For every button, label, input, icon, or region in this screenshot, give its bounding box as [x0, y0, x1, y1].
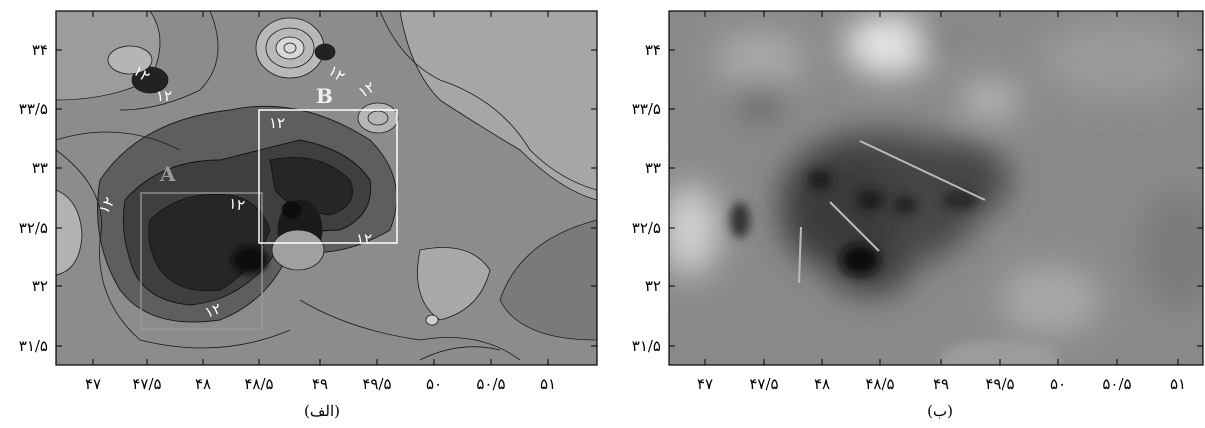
map-frame-alef	[55, 10, 598, 366]
x-tick-label: ۴۸	[195, 375, 211, 393]
x-tick-label: ۴۹/۵	[362, 375, 391, 393]
y-axis-labels-alef: ۳۴ ۳۳/۵ ۳۳ ۳۲/۵ ۳۲ ۳۱/۵	[19, 41, 48, 355]
x-tick-label: ۴۹	[312, 375, 328, 393]
x-tick-label: ۵۰/۵	[476, 375, 505, 393]
box-b-label: B	[316, 84, 333, 108]
x-tick-label: ۵۱	[540, 375, 556, 393]
map-frame-be	[668, 10, 1204, 366]
contour-label: ۱۲	[156, 87, 172, 105]
x-tick-label: ۴۸	[814, 375, 830, 393]
x-tick-label: ۴۷/۵	[132, 375, 161, 393]
y-tick-label: ۳۳/۵	[632, 100, 661, 118]
lineaments	[798, 140, 986, 284]
x-tick-label: ۴۹/۵	[985, 375, 1014, 393]
y-tick-label: ۳۳	[32, 159, 48, 177]
box-b	[258, 109, 398, 244]
panel-be: ۴۷ ۴۷/۵ ۴۸ ۴۸/۵ ۴۹ ۴۹/۵ ۵۰ ۵۰/۵ ۵۱ ۳۴ ۳۳…	[632, 10, 1204, 420]
contour-label: ۱۲	[95, 194, 119, 217]
x-tick-label: ۴۷/۵	[749, 375, 778, 393]
x-tick-label: ۴۹	[933, 375, 949, 393]
y-tick-label: ۳۲/۵	[19, 219, 48, 237]
y-tick-label: ۳۴	[645, 41, 661, 59]
contour-label: ۱۲	[355, 78, 378, 102]
ticks-be	[669, 11, 1203, 365]
panel-caption-be: (ب)	[927, 402, 953, 420]
contour-label: ۱۲	[269, 114, 285, 132]
x-tick-label: ۵۰/۵	[1102, 375, 1131, 393]
contour-map	[56, 11, 597, 365]
y-tick-label: ۳۴	[32, 41, 48, 59]
x-axis-labels-be: ۴۷ ۴۷/۵ ۴۸ ۴۸/۵ ۴۹ ۴۹/۵ ۵۰ ۵۰/۵ ۵۱	[697, 375, 1186, 393]
panel-caption-alef: (الف)	[304, 402, 340, 420]
contour-label: ۱۲	[227, 194, 246, 215]
box-a-label: A	[159, 162, 176, 186]
x-axis-labels-alef: ۴۷ ۴۷/۵ ۴۸ ۴۸/۵ ۴۹ ۴۹/۵ ۵۰ ۵۰/۵ ۵۱	[85, 375, 556, 393]
x-tick-label: ۵۱	[1170, 375, 1186, 393]
ticks-alef	[56, 11, 597, 365]
y-tick-label: ۳۳/۵	[19, 100, 48, 118]
lineament	[829, 201, 880, 252]
x-tick-label: ۴۸/۵	[865, 375, 894, 393]
x-tick-label: ۵۰	[1050, 375, 1066, 393]
y-tick-label: ۳۱/۵	[19, 337, 48, 355]
y-tick-label: ۳۲/۵	[632, 219, 661, 237]
x-tick-label: ۴۷	[85, 375, 101, 393]
y-tick-label: ۳۲	[645, 277, 661, 295]
contour-label: ۱۲	[202, 299, 223, 321]
y-tick-label: ۳۳	[645, 159, 661, 177]
shaded-map	[669, 11, 1203, 365]
lineament	[798, 226, 802, 284]
x-tick-label: ۴۸/۵	[244, 375, 273, 393]
box-a	[140, 192, 263, 330]
y-axis-labels-be: ۳۴ ۳۳/۵ ۳۳ ۳۲/۵ ۳۲ ۳۱/۵	[632, 41, 661, 355]
x-tick-label: ۴۷	[697, 375, 713, 393]
y-tick-label: ۳۱/۵	[632, 337, 661, 355]
x-tick-label: ۵۰	[426, 375, 442, 393]
lineament	[859, 140, 986, 201]
contour-label: ۱۲	[356, 230, 372, 248]
boxes-alef: A B	[140, 84, 398, 330]
panel-alef: A B ۱۲ ۱۲ ۱۲ ۱۲ ۱۲ ۱۲ ۱۲ ۱۲ ۱۲	[19, 10, 598, 420]
y-tick-label: ۳۲	[32, 277, 48, 295]
